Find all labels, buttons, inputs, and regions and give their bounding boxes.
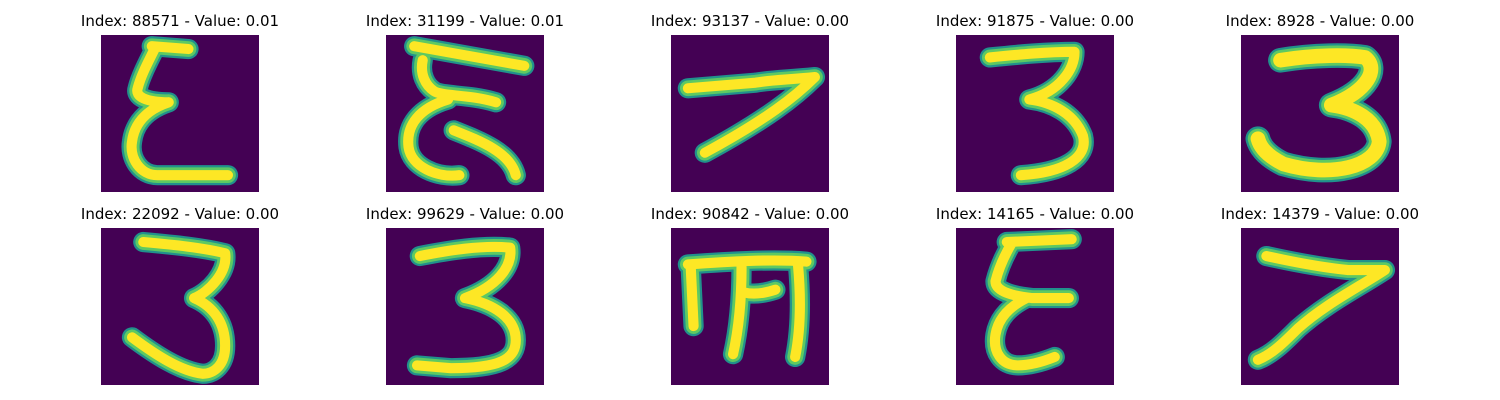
- panel-title: Index: 31199 - Value: 0.01: [365, 12, 565, 30]
- panel-title: Index: 91875 - Value: 0.00: [935, 12, 1135, 30]
- digit-image: [956, 228, 1114, 385]
- digit-image: [386, 228, 544, 385]
- panel-title: Index: 93137 - Value: 0.00: [650, 12, 850, 30]
- digit-image: [386, 35, 544, 192]
- panel-title: Index: 88571 - Value: 0.01: [80, 12, 280, 30]
- digit-image: [101, 35, 259, 192]
- digit-image: [671, 228, 829, 385]
- panel-title: Index: 14165 - Value: 0.00: [935, 205, 1135, 223]
- digit-image: [671, 35, 829, 192]
- digit-image: [956, 35, 1114, 192]
- panel-title: Index: 99629 - Value: 0.00: [365, 205, 565, 223]
- panel-title: Index: 90842 - Value: 0.00: [650, 205, 850, 223]
- digit-image: [101, 228, 259, 385]
- digit-image: [1241, 228, 1399, 385]
- panel-title: Index: 14379 - Value: 0.00: [1220, 205, 1420, 223]
- panel-title: Index: 22092 - Value: 0.00: [80, 205, 280, 223]
- panel-title: Index: 8928 - Value: 0.00: [1225, 12, 1415, 30]
- digit-image: [1241, 35, 1399, 192]
